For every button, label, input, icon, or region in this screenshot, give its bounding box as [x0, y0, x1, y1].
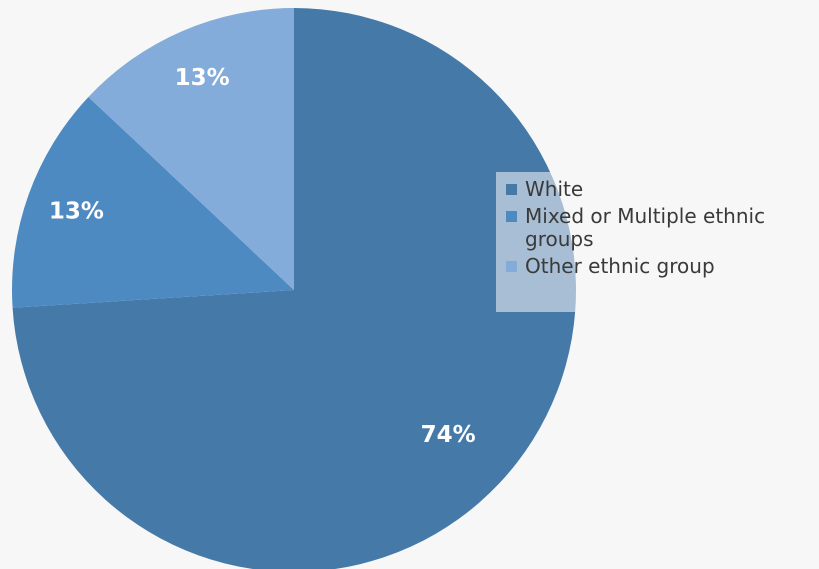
slice-label-mixed: 13% [49, 199, 104, 225]
slice-label-other: 13% [175, 65, 230, 91]
legend-swatch-other [506, 261, 517, 272]
chart-legend: White Mixed or Multiple ethnic groups Ot… [496, 172, 819, 312]
slice-label-white: 74% [421, 422, 476, 448]
legend-swatch-mixed [506, 211, 517, 222]
legend-item-other: Other ethnic group [506, 255, 819, 278]
pie-slices [11, 8, 576, 569]
legend-label-mixed: Mixed or Multiple ethnic groups [525, 204, 766, 251]
legend-swatch-white [506, 184, 517, 195]
legend-label-white: White [525, 177, 584, 201]
pie-slice-white [12, 8, 576, 569]
legend-item-mixed: Mixed or Multiple ethnic groups [506, 205, 819, 251]
pie-slice-mixed [11, 96, 294, 308]
legend-label-other: Other ethnic group [525, 254, 715, 278]
legend-item-white: White [506, 178, 819, 201]
pie-slice-labels: 74% 13% 13% [49, 65, 476, 448]
pie-slice-other [88, 8, 294, 290]
